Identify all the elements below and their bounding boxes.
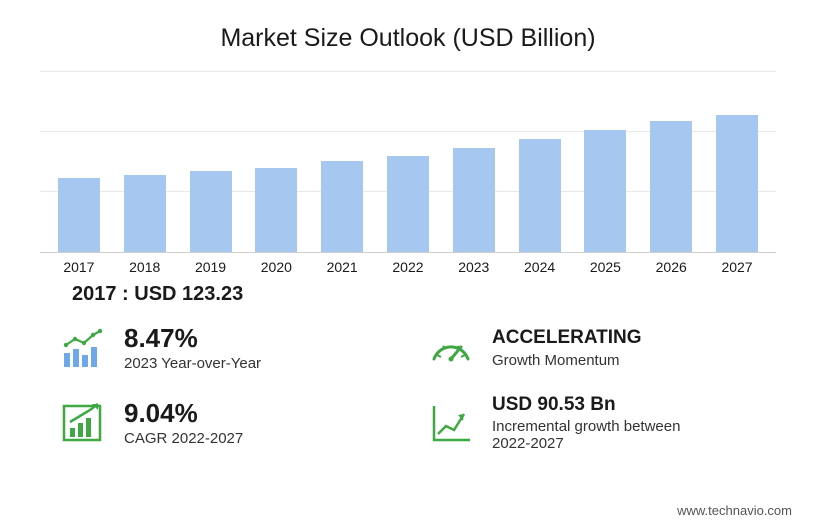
bar — [255, 168, 297, 252]
bar-slot — [112, 73, 178, 252]
bar-trend-icon — [60, 325, 106, 371]
x-label: 2018 — [112, 259, 178, 275]
x-axis-labels: 2017201820192020202120222023202420252026… — [40, 259, 776, 275]
yoy-value: 8.47% — [124, 324, 261, 353]
incremental-label: Incremental growth between 2022-2027 — [492, 418, 712, 452]
x-label: 2017 — [46, 259, 112, 275]
gauge-icon — [428, 325, 474, 371]
yoy-label: 2023 Year-over-Year — [124, 355, 261, 372]
bar-slot — [309, 73, 375, 252]
cagr-value: 9.04% — [124, 399, 243, 428]
bar-slot — [704, 73, 770, 252]
momentum-value: ACCELERATING — [492, 327, 642, 350]
incremental-value: USD 90.53 Bn — [492, 394, 712, 417]
bar — [321, 161, 363, 252]
trend-arrow-icon — [428, 400, 474, 446]
bar-slot — [375, 73, 441, 252]
x-label: 2022 — [375, 259, 441, 275]
growth-box-icon — [60, 400, 106, 446]
bar — [650, 121, 692, 252]
bar — [584, 130, 626, 252]
bar-slot — [46, 73, 112, 252]
bar — [387, 156, 429, 252]
bar — [190, 171, 232, 252]
x-label: 2019 — [178, 259, 244, 275]
bar — [453, 148, 495, 252]
metric-yoy: 8.47% 2023 Year-over-Year — [60, 324, 388, 372]
metric-incremental: USD 90.53 Bn Incremental growth between … — [428, 394, 756, 453]
momentum-label: Growth Momentum — [492, 352, 642, 369]
gridline — [40, 71, 776, 72]
bar-slot — [573, 73, 639, 252]
bar-slot — [638, 73, 704, 252]
bar-chart — [40, 73, 776, 253]
metric-momentum: ACCELERATING Growth Momentum — [428, 324, 756, 372]
cagr-label: CAGR 2022-2027 — [124, 430, 243, 447]
x-label: 2020 — [243, 259, 309, 275]
x-label: 2025 — [573, 259, 639, 275]
metrics-grid: 8.47% 2023 Year-over-Year ACCELERATING G… — [60, 324, 756, 452]
x-label: 2027 — [704, 259, 770, 275]
incremental-bold: 90.53 Bn — [537, 394, 615, 415]
x-label: 2024 — [507, 259, 573, 275]
bar — [519, 139, 561, 252]
bar — [124, 175, 166, 252]
incremental-prefix: USD — [492, 394, 537, 415]
bar — [58, 178, 100, 252]
metric-cagr: 9.04% CAGR 2022-2027 — [60, 394, 388, 453]
x-label: 2023 — [441, 259, 507, 275]
bar-slot — [441, 73, 507, 252]
bar-slot — [507, 73, 573, 252]
bar-slot — [243, 73, 309, 252]
bar — [716, 115, 758, 252]
x-label: 2021 — [309, 259, 375, 275]
footer-source: www.technavio.com — [677, 503, 792, 518]
bar-slot — [178, 73, 244, 252]
x-label: 2026 — [638, 259, 704, 275]
chart-subtitle: 2017 : USD 123.23 — [72, 283, 816, 306]
page-title: Market Size Outlook (USD Billion) — [0, 0, 816, 73]
